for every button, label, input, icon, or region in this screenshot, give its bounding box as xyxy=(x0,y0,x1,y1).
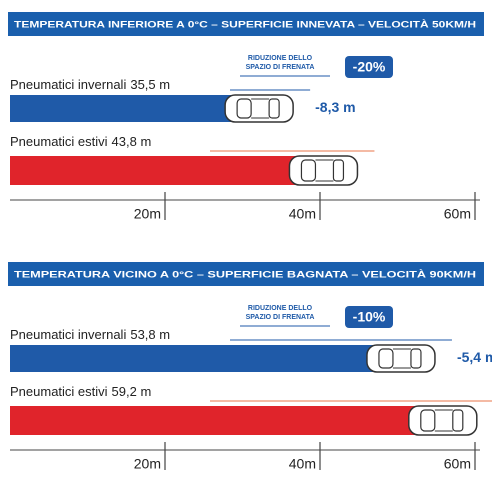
difference-label: -5,4 m xyxy=(457,349,492,365)
x-tick-label: 40m xyxy=(289,206,316,222)
reduction-note: RIDUZIONE DELLO xyxy=(248,305,313,312)
car xyxy=(224,94,294,123)
legend-label: Pneumatici estivi 59,2 m xyxy=(10,384,151,399)
x-tick-label: 60m xyxy=(444,456,471,472)
car-window xyxy=(332,159,345,182)
series-name: Pneumatici invernali xyxy=(10,77,126,92)
percent-label: -10% xyxy=(353,309,386,325)
car xyxy=(288,155,359,186)
legend-label: Pneumatici invernali 53,8 m xyxy=(10,327,170,342)
value-label: 43,8 m xyxy=(112,134,152,149)
car xyxy=(408,405,478,436)
car-window xyxy=(452,409,464,432)
value-label: 35,5 m xyxy=(130,77,170,92)
bar xyxy=(10,406,469,435)
title-band xyxy=(8,262,484,286)
title-band xyxy=(8,12,484,36)
reduction-note: RIDUZIONE DELLO xyxy=(248,55,313,62)
series-name: Pneumatici invernali xyxy=(10,327,126,342)
percent-badge xyxy=(345,56,393,78)
car-window xyxy=(410,348,422,369)
panel-title: TEMPERATURA VICINO A 0°C – SUPERFICIE BA… xyxy=(14,270,476,281)
car-window xyxy=(300,159,317,182)
car-window xyxy=(420,409,436,432)
bar xyxy=(10,345,427,372)
difference-label: -8,3 m xyxy=(315,99,355,115)
x-tick-label: 20m xyxy=(134,456,161,472)
legend-label: Pneumatici invernali 35,5 m xyxy=(10,77,170,92)
value-label: 53,8 m xyxy=(130,327,170,342)
percent-label: -20% xyxy=(353,59,386,75)
car-window xyxy=(236,98,252,119)
series-name: Pneumatici estivi xyxy=(10,384,108,399)
car xyxy=(366,344,436,373)
reduction-note: SPAZIO DI FRENATA xyxy=(246,314,315,321)
panel-title: TEMPERATURA INFERIORE A 0°C – SUPERFICIE… xyxy=(14,20,476,31)
x-tick-label: 60m xyxy=(444,206,471,222)
percent-badge xyxy=(345,306,393,328)
x-tick-label: 20m xyxy=(134,206,161,222)
car-window xyxy=(268,98,280,119)
legend-label: Pneumatici estivi 43,8 m xyxy=(10,134,151,149)
reduction-note: SPAZIO DI FRENATA xyxy=(246,64,315,71)
value-label: 59,2 m xyxy=(112,384,152,399)
series-name: Pneumatici estivi xyxy=(10,134,108,149)
car-window xyxy=(378,348,394,369)
x-tick-label: 40m xyxy=(289,456,316,472)
